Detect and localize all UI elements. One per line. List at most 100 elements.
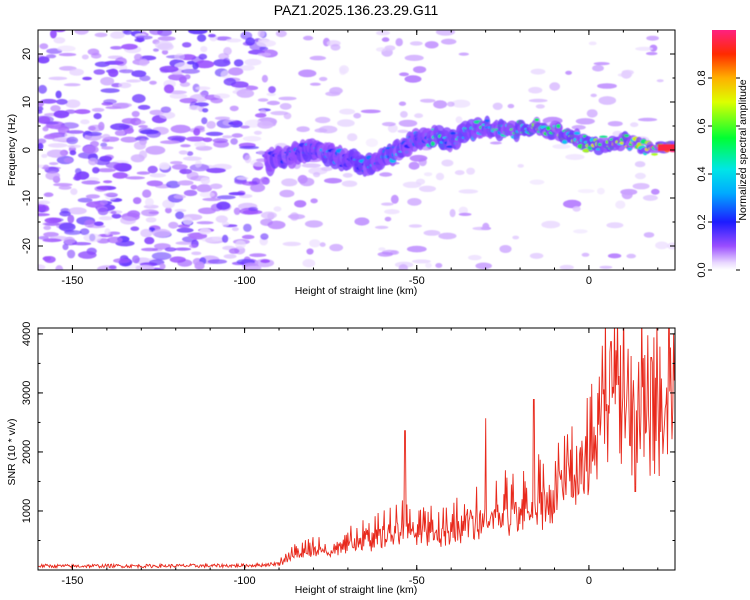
noise-blob	[69, 150, 77, 156]
noise-blob	[455, 116, 463, 124]
noise-blob	[590, 93, 597, 98]
noise-blob	[112, 172, 128, 179]
spectrogram-y-label: Frequency (Hz)	[6, 114, 18, 186]
noise-blob	[642, 194, 658, 201]
noise-blob	[74, 109, 91, 115]
noise-blob	[123, 30, 133, 35]
noise-blob	[111, 213, 122, 219]
noise-blob	[137, 104, 151, 110]
colorbar-tick-label: 0.8	[696, 70, 708, 85]
noise-blob	[529, 252, 544, 259]
noise-blob	[176, 227, 194, 233]
noise-blob	[468, 254, 482, 261]
noise-blob	[216, 201, 231, 210]
noise-blob	[140, 228, 153, 238]
noise-blob	[475, 262, 493, 270]
noise-blob	[194, 60, 215, 69]
noise-blob	[201, 237, 221, 243]
noise-blob	[153, 48, 159, 52]
noise-blob	[168, 221, 179, 229]
noise-blob	[55, 265, 64, 270]
noise-blob	[256, 178, 269, 185]
noise-blob	[136, 171, 151, 175]
noise-blob	[94, 158, 111, 166]
noise-blob	[53, 37, 66, 44]
noise-blob	[320, 166, 333, 172]
noise-blob	[646, 35, 659, 41]
noise-blob	[233, 207, 241, 215]
noise-blob	[229, 105, 239, 112]
noise-blob	[257, 121, 274, 129]
noise-blob	[541, 220, 561, 229]
noise-blob	[254, 113, 267, 118]
x-tick-label: -100	[234, 275, 256, 287]
noise-blob	[275, 30, 287, 38]
noise-blob	[193, 128, 201, 136]
noise-blob	[38, 56, 50, 64]
noise-blob	[44, 217, 62, 224]
noise-blob	[182, 216, 193, 226]
noise-blob	[492, 102, 503, 111]
noise-blob	[212, 138, 228, 144]
noise-blob	[132, 94, 146, 103]
noise-blob	[157, 36, 176, 41]
noise-blob	[200, 46, 208, 53]
noise-blob	[43, 232, 59, 237]
noise-blob	[69, 68, 84, 76]
noise-blob	[240, 125, 250, 129]
noise-blob	[40, 98, 58, 104]
noise-blob	[81, 180, 101, 185]
noise-blob	[250, 183, 266, 193]
noise-blob	[517, 164, 524, 168]
noise-blob	[164, 247, 177, 252]
noise-blob	[174, 208, 187, 213]
noise-blob	[178, 76, 187, 84]
noise-blob	[228, 67, 244, 76]
noise-blob	[170, 161, 183, 165]
noise-blob	[191, 251, 202, 256]
noise-blob	[399, 72, 409, 77]
noise-blob	[63, 157, 73, 163]
x-tick-label: -100	[234, 575, 256, 587]
noise-blob	[651, 188, 660, 195]
noise-blob	[458, 212, 472, 216]
noise-blob	[93, 69, 106, 75]
noise-blob	[209, 183, 223, 190]
colorbar-tick-label: 0.4	[696, 166, 708, 181]
noise-blob	[55, 90, 62, 99]
noise-blob	[186, 60, 195, 65]
noise-blob	[381, 122, 396, 127]
noise-blob	[266, 100, 280, 106]
noise-blob	[309, 55, 326, 61]
noise-blob	[198, 207, 216, 215]
colorbar-ticks: 0.0 0.2 0.4 0.6 0.8	[696, 70, 740, 278]
noise-blob	[599, 265, 613, 269]
noise-blob	[565, 70, 572, 75]
noise-blob	[314, 128, 328, 133]
noise-blob	[413, 66, 427, 74]
noise-blob	[66, 136, 79, 145]
noise-blob	[118, 69, 134, 74]
noise-blob	[438, 232, 457, 240]
noise-blob	[188, 105, 201, 111]
noise-blob	[347, 133, 358, 142]
noise-blob	[135, 265, 143, 270]
noise-blob	[266, 92, 276, 97]
noise-blob	[270, 111, 289, 116]
noise-blob	[260, 259, 271, 264]
noise-blob	[50, 30, 57, 39]
noise-blob	[48, 76, 68, 81]
noise-blob	[92, 167, 100, 174]
noise-blob	[110, 31, 125, 39]
noise-blob	[67, 249, 76, 259]
noise-blob	[257, 150, 265, 156]
noise-blob	[466, 167, 475, 175]
noise-blob	[575, 118, 595, 125]
noise-blob	[530, 68, 546, 75]
noise-blob	[222, 135, 233, 139]
noise-blob	[223, 57, 230, 64]
noise-blob	[239, 145, 259, 150]
noise-blob	[244, 58, 262, 66]
noise-blob	[248, 206, 258, 212]
noise-blob	[108, 265, 117, 270]
